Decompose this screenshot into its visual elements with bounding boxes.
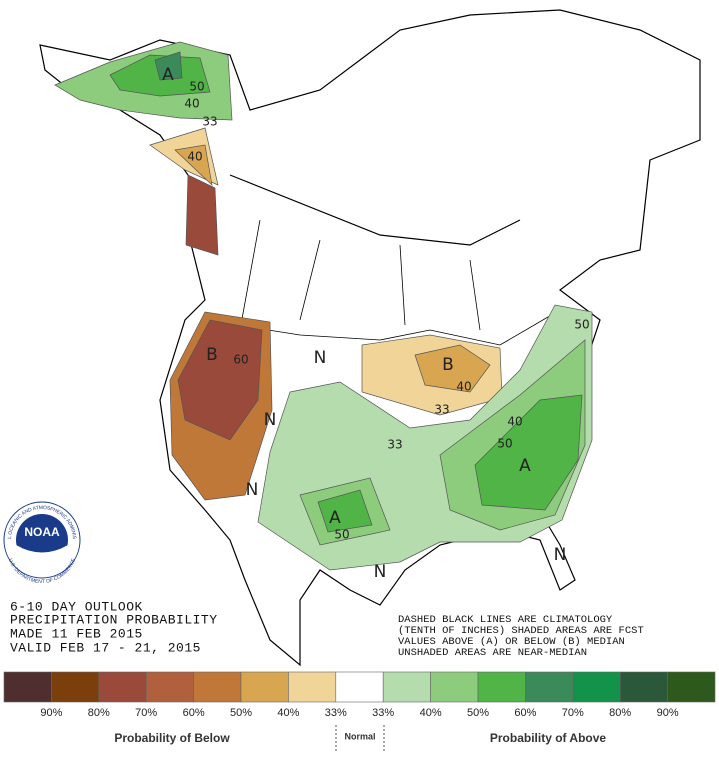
legend-swatch — [288, 671, 337, 703]
map-label: N — [246, 480, 259, 500]
map-label: N — [264, 410, 277, 430]
map-label: 50 — [189, 80, 204, 94]
legend-label: 33% — [372, 707, 394, 719]
logo-name: NOAA — [24, 525, 60, 539]
legend-label: 60% — [183, 707, 205, 719]
map-label: A — [162, 65, 174, 85]
legend-swatch — [240, 671, 289, 703]
map-label: N — [374, 562, 387, 582]
map-label: 50 — [497, 437, 512, 451]
legend-label: 70% — [562, 707, 584, 719]
map-label: 40 — [184, 97, 199, 111]
legend-swatch — [667, 671, 716, 703]
title-line: 6-10 DAY OUTLOOK — [10, 599, 143, 614]
title-line: MADE 11 FEB 2015 — [10, 626, 143, 641]
legend-label: 40% — [277, 707, 299, 719]
map-label: A — [519, 456, 531, 476]
legend-below-caption: Probability of Below — [114, 731, 230, 745]
note-line: VALUES ABOVE (A) OR BELOW (B) MEDIAN — [398, 636, 625, 648]
legend-label: 90% — [40, 707, 62, 719]
note-line: UNSHADED AREAS ARE NEAR-MEDIAN — [398, 647, 587, 659]
legend-normal-caption: Normal — [344, 731, 375, 741]
title-line: PRECIPITATION PROBABILITY — [10, 612, 218, 627]
map-label: 33 — [387, 438, 402, 452]
legend-swatch — [572, 671, 621, 703]
map-label: 40 — [187, 150, 202, 164]
note-line: (TENTH OF INCHES) SHADED AREAS ARE FCST — [398, 625, 644, 637]
title-line: VALID FEB 17 - 21, 2015 — [10, 640, 201, 655]
legend-label: 80% — [609, 707, 631, 719]
map-label: B — [442, 355, 454, 375]
legend-swatch — [51, 671, 100, 703]
forecast-regions — [54, 41, 593, 571]
legend-label: 80% — [88, 707, 110, 719]
notes: DASHED BLACK LINES ARE CLIMATOLOGY (TENT… — [398, 614, 644, 659]
legend-swatch — [525, 671, 574, 703]
legend: 90% 80% 70% 60% 50% 40% 33% 33% 40% 50% 60% 70% 80% 9… — [3, 671, 716, 719]
legend-label: 90% — [657, 707, 679, 719]
legend-swatch — [145, 671, 194, 703]
legend-above-caption: Probability of Above — [490, 731, 607, 745]
map-label: 60 — [233, 353, 248, 367]
legend-swatch — [193, 671, 242, 703]
map-label-group: A 50 40 33 40 B 60 N N B 40 33 40 33 50 … — [162, 65, 589, 582]
legend-swatch — [335, 671, 384, 703]
legend-label: 50% — [467, 707, 489, 719]
note-line: DASHED BLACK LINES ARE CLIMATOLOGY — [398, 614, 613, 626]
legend-swatch — [98, 671, 147, 703]
map-label: 33 — [202, 115, 217, 129]
legend-swatch — [430, 671, 479, 703]
map-label: N — [314, 348, 327, 368]
title-block: 6-10 DAY OUTLOOK PRECIPITATION PROBABILI… — [10, 599, 218, 655]
map-label: 50 — [334, 528, 349, 542]
legend-swatch — [477, 671, 526, 703]
map-label: N — [554, 545, 567, 565]
legend-label: 70% — [135, 707, 157, 719]
legend-swatch — [619, 671, 668, 703]
map-label: 33 — [434, 403, 449, 417]
map-label: A — [329, 508, 341, 528]
legend-label: 33% — [325, 707, 347, 719]
map-label: B — [206, 345, 218, 365]
map-label: 50 — [574, 318, 589, 332]
map-label: 40 — [456, 380, 471, 394]
map-label: 40 — [507, 415, 522, 429]
legend-label: 40% — [420, 707, 442, 719]
legend-swatch — [382, 671, 431, 703]
legend-swatch — [3, 671, 52, 703]
legend-label: 60% — [514, 707, 536, 719]
legend-label: 50% — [230, 707, 252, 719]
